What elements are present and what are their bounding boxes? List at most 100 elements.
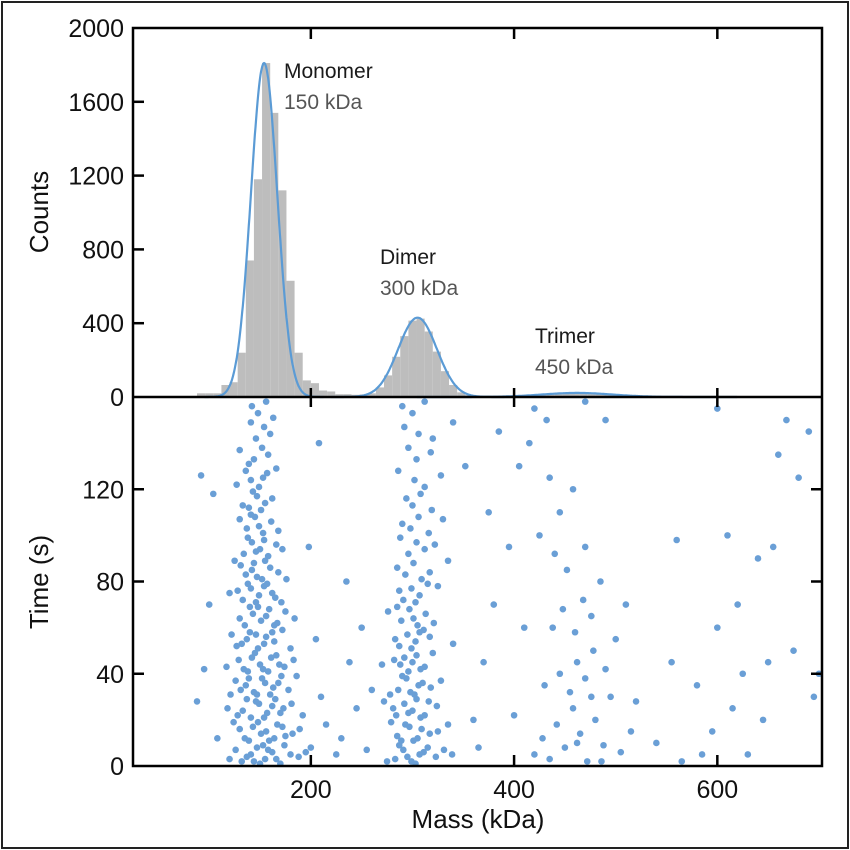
scatter-point bbox=[415, 430, 422, 438]
scatter-point bbox=[462, 462, 469, 470]
scatter-point bbox=[244, 668, 252, 675]
scatter-point bbox=[543, 416, 550, 424]
scatter-point bbox=[391, 635, 399, 643]
y-tick-label-counts: 0 bbox=[110, 384, 124, 412]
scatter-point bbox=[259, 741, 267, 749]
y-axis-title-time: Time (s) bbox=[24, 535, 54, 629]
scatter-point bbox=[272, 755, 280, 763]
scatter-point bbox=[405, 668, 412, 675]
scatter-point bbox=[262, 612, 270, 620]
scatter-point bbox=[607, 693, 614, 701]
scatter-point bbox=[405, 709, 412, 717]
scatter-point bbox=[563, 566, 571, 574]
scatter-point bbox=[270, 735, 278, 742]
scatter-point bbox=[279, 626, 286, 634]
scatter-point bbox=[415, 513, 422, 521]
scatter-point bbox=[764, 658, 772, 666]
scatter-point bbox=[248, 402, 256, 410]
scatter-point bbox=[405, 550, 412, 558]
scatter-point bbox=[272, 541, 280, 548]
scatter-point bbox=[227, 691, 234, 698]
scatter-point bbox=[398, 520, 406, 528]
scatter-point bbox=[724, 532, 731, 539]
scatter-point bbox=[268, 628, 276, 636]
scatter-point bbox=[510, 711, 518, 719]
scatter-point bbox=[617, 748, 625, 756]
histogram-bar bbox=[237, 352, 246, 397]
scatter-point bbox=[234, 711, 241, 719]
histogram-bar bbox=[213, 393, 222, 397]
scatter-point bbox=[404, 631, 411, 638]
scatter-point bbox=[409, 658, 416, 666]
scatter-point bbox=[247, 419, 255, 426]
scatter-point bbox=[275, 679, 282, 687]
scatter-point bbox=[790, 647, 797, 654]
scatter-point bbox=[264, 668, 272, 675]
scatter-point bbox=[265, 737, 273, 744]
scatter-point bbox=[224, 705, 231, 712]
scatter-point bbox=[485, 509, 492, 516]
scatter-point bbox=[264, 451, 272, 458]
scatter-point bbox=[283, 575, 290, 583]
scatter-point bbox=[266, 691, 274, 698]
histogram-bar bbox=[603, 394, 612, 397]
scatter-point bbox=[421, 545, 428, 553]
annotation-monomer-mass: 150 kDa bbox=[284, 91, 363, 114]
scatter-point bbox=[602, 416, 609, 424]
scatter-point bbox=[261, 499, 269, 507]
y-tick-label-counts: 800 bbox=[82, 236, 124, 264]
scatter-point bbox=[401, 423, 408, 431]
scatter-point bbox=[245, 675, 253, 682]
scatter-point bbox=[389, 705, 397, 712]
scatter-point bbox=[255, 522, 263, 530]
scatter-point bbox=[253, 573, 261, 581]
scatter-point bbox=[556, 670, 564, 678]
gaussian-fit-line bbox=[204, 61, 324, 399]
scatter-point bbox=[282, 608, 289, 615]
scatter-point bbox=[239, 596, 247, 604]
histogram-bar bbox=[318, 390, 328, 397]
scatter-point bbox=[257, 730, 265, 738]
histogram-bar bbox=[253, 179, 263, 397]
scatter-point bbox=[425, 529, 433, 537]
scatter-point bbox=[259, 665, 267, 673]
histogram-bar bbox=[245, 260, 254, 397]
scatter-point bbox=[398, 402, 406, 410]
scatter-point bbox=[353, 705, 360, 712]
scatter-point bbox=[420, 748, 427, 756]
scatter-point bbox=[274, 721, 281, 728]
scatter-point bbox=[245, 504, 253, 512]
scatter-point bbox=[393, 732, 401, 740]
histogram-bar bbox=[449, 385, 458, 397]
histogram-bar bbox=[197, 393, 206, 397]
scatter-point bbox=[247, 476, 255, 484]
scatter-point bbox=[693, 681, 701, 689]
scatter-point bbox=[193, 698, 201, 705]
scatter-point bbox=[245, 460, 253, 468]
annotation-dimer-mass: 300 kDa bbox=[380, 277, 459, 300]
scatter-point bbox=[197, 472, 205, 479]
scatter-point bbox=[257, 617, 265, 625]
scatter-point bbox=[449, 640, 457, 648]
scatter-point bbox=[244, 580, 252, 588]
scatter-point bbox=[413, 455, 420, 463]
scatter-point bbox=[235, 656, 242, 664]
scatter-point bbox=[249, 610, 257, 618]
scatter-point bbox=[237, 686, 245, 694]
scatter-point bbox=[257, 506, 265, 514]
scatter-point bbox=[407, 688, 414, 696]
scatter-point bbox=[401, 700, 408, 708]
histogram-bar bbox=[343, 394, 352, 397]
scatter-point bbox=[252, 435, 260, 442]
scatter-point bbox=[238, 758, 246, 765]
scatter-point bbox=[437, 472, 445, 479]
scatter-point bbox=[393, 603, 401, 611]
scatter-point bbox=[259, 529, 267, 537]
scatter-point bbox=[590, 647, 597, 654]
histogram-bar bbox=[302, 380, 311, 397]
scatter-point bbox=[410, 559, 417, 567]
scatter-point bbox=[305, 543, 313, 551]
scatter-point bbox=[505, 543, 513, 551]
scatter-point bbox=[421, 398, 428, 405]
scatter-point bbox=[228, 631, 235, 638]
